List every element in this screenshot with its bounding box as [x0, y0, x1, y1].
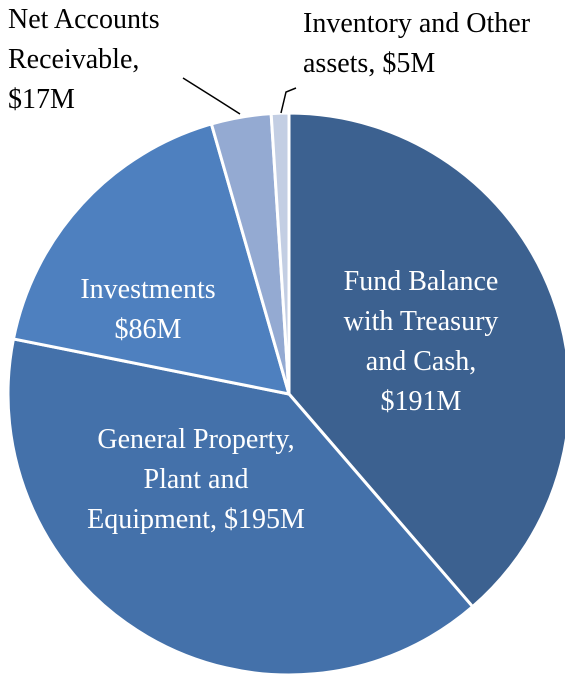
category-label: Investments [80, 274, 216, 305]
pie-slice [6, 337, 475, 675]
category-label: General Property, Plant and Equipment, [87, 424, 295, 535]
value-label: $5M [382, 48, 436, 79]
pie-slice [269, 111, 291, 396]
slice-label: Fund Balance with Treasury and Cash, $19… [322, 262, 520, 422]
slice-label: Net Accounts Receivable, $17M [8, 0, 186, 120]
slices [6, 111, 565, 675]
leader-line [280, 87, 297, 114]
slice-label: Investments $86M [55, 270, 241, 350]
value-label: $17M [8, 84, 75, 115]
slice-label: General Property, Plant and Equipment, $… [80, 420, 312, 540]
value-label: $191M [380, 386, 462, 417]
category-label: Fund Balance with Treasury and Cash, [343, 266, 499, 377]
slice-label: Inventory and Other assets, $5M [303, 4, 565, 84]
value-label: $86M [114, 314, 182, 345]
leader-line [182, 77, 241, 115]
category-label: Inventory and Other assets, [303, 8, 531, 79]
pie-slice [11, 122, 291, 396]
value-label: $195M [223, 504, 305, 535]
category-label: Net Accounts Receivable, [8, 4, 160, 75]
pie-slice [287, 111, 565, 609]
